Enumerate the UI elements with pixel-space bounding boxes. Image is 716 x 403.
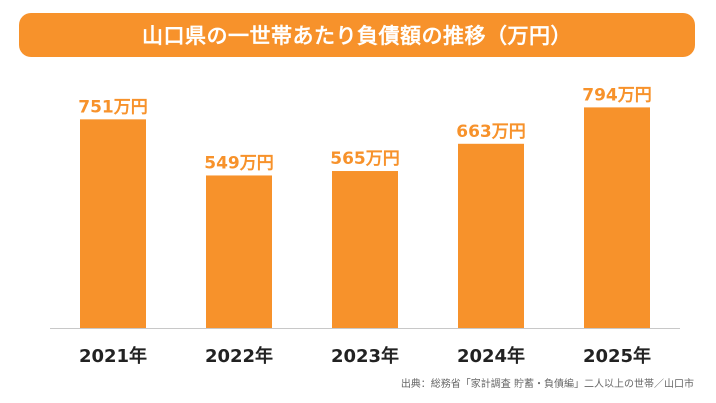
data-label-2023年: 565万円 (330, 149, 400, 169)
data-label-2025年: 794万円 (582, 85, 652, 105)
chart-title: 山口県の一世帯あたり負債額の推移（万円） (142, 24, 572, 48)
bar-2025年 (584, 107, 650, 328)
bar-2021年 (80, 119, 146, 328)
source-note: 出典：総務省「家計調査 貯蓄・負債編」二人以上の世帯／山口市 (400, 379, 694, 390)
data-label-2022年: 549万円 (204, 153, 274, 173)
data-label-2024年: 663万円 (456, 122, 526, 142)
bar-2023年 (332, 171, 398, 328)
data-label-2021年: 751万円 (78, 97, 148, 117)
x-tick-label-2023年: 2023年 (331, 345, 399, 367)
bar-2022年 (206, 175, 272, 328)
x-tick-label-2025年: 2025年 (583, 345, 651, 367)
chart-title-banner: 山口県の一世帯あたり負債額の推移（万円） (19, 13, 695, 57)
bar-2024年 (458, 143, 524, 328)
x-tick-label-2024年: 2024年 (457, 345, 525, 367)
x-tick-label-2021年: 2021年 (79, 345, 147, 367)
x-tick-label-2022年: 2022年 (205, 345, 273, 367)
